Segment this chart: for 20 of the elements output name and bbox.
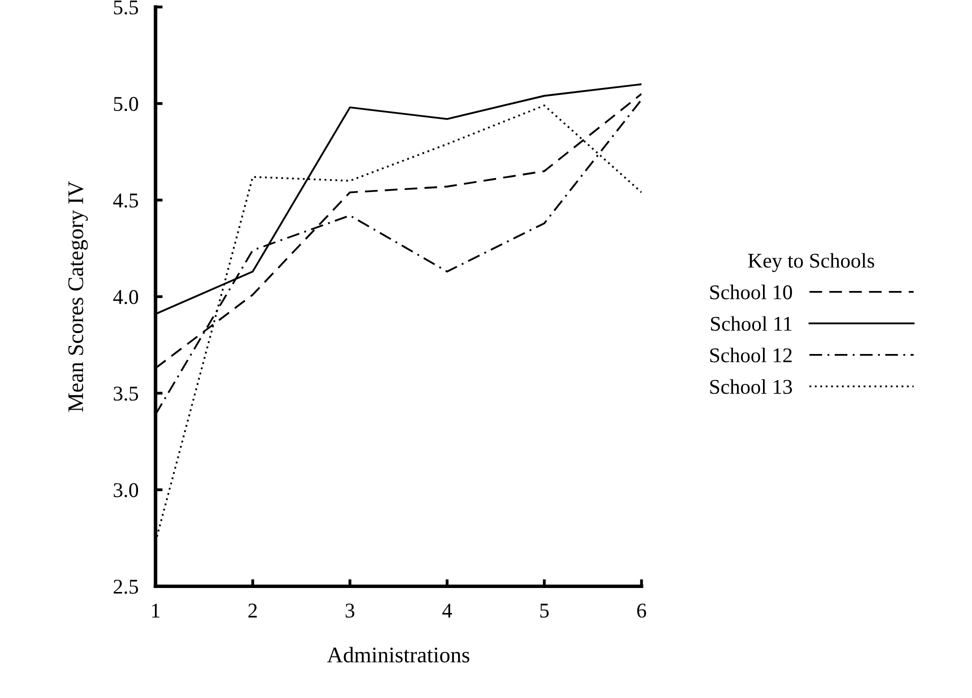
x-tick-label: 6: [637, 604, 646, 618]
y-tick-label: 3.5: [114, 386, 138, 401]
x-axis-title: Administrations: [327, 646, 470, 663]
legend-title: Key to Schools: [748, 253, 874, 272]
y-tick-label: 5.5: [114, 0, 138, 15]
x-tick-label: 3: [346, 604, 354, 618]
y-tick-label: 4.0: [113, 290, 138, 304]
y-tick-label: 2.5: [114, 580, 138, 594]
x-tick-label: 1: [152, 604, 160, 618]
x-tick-label: 5: [540, 604, 549, 618]
legend-label: School 12: [710, 348, 792, 362]
x-tick-label: 2: [248, 604, 257, 618]
y-tick-label: 3.0: [114, 483, 138, 498]
x-tick-label: 4: [442, 604, 452, 618]
y-tick-label: 4.5: [113, 194, 138, 208]
y-axis-title: Mean Scores Category IV: [68, 181, 88, 412]
legend-label: School 10: [710, 284, 792, 300]
legend-label: School 13: [710, 379, 792, 394]
y-tick-label: 5.0: [114, 96, 138, 112]
legend-label: School 11: [711, 316, 792, 331]
